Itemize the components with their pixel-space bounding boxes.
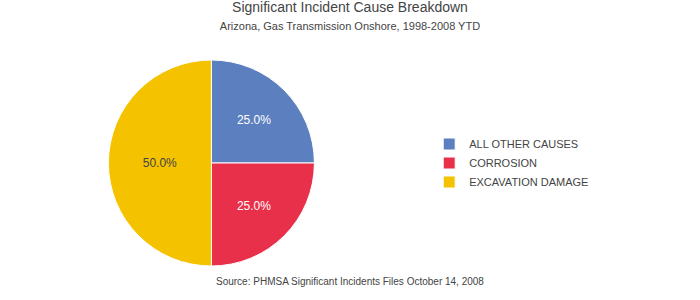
svg-text:Significant Incident Cause Bre: Significant Incident Cause BreakdownAriz… [220,0,480,32]
svg-text:25.0%: 25.0% [237,113,271,127]
svg-text:50.0%: 50.0% [143,156,177,170]
svg-text:Source: PHMSA Significant Inci: Source: PHMSA Significant Incidents File… [216,276,484,287]
svg-text:EXCAVATION DAMAGE: EXCAVATION DAMAGE [469,176,588,188]
svg-text:ALL OTHER CAUSES: ALL OTHER CAUSES [469,138,578,150]
svg-text:25.0%: 25.0% [237,199,271,213]
svg-text:CORROSION: CORROSION [469,157,537,169]
